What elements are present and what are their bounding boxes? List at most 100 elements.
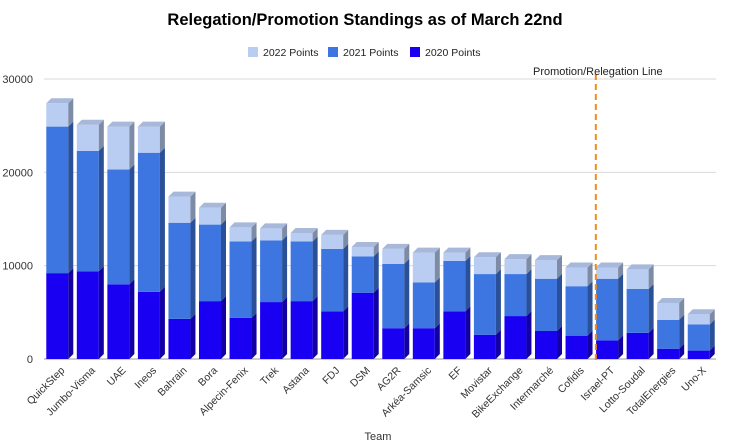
bar-side bbox=[129, 279, 135, 359]
bar-segment bbox=[137, 126, 160, 153]
bar-side bbox=[526, 254, 532, 275]
bar-segment bbox=[260, 240, 283, 303]
x-tick-label: Astana bbox=[280, 365, 312, 397]
bar-segment bbox=[199, 224, 221, 302]
bar-top bbox=[687, 309, 715, 315]
bar-segment bbox=[596, 278, 619, 341]
bar-side bbox=[221, 219, 226, 302]
bar-side bbox=[373, 287, 379, 359]
bar-segment bbox=[443, 252, 466, 261]
bar-side bbox=[282, 235, 288, 303]
bar-segment bbox=[107, 284, 130, 359]
bar-segment bbox=[504, 316, 527, 359]
x-tick-label: Ineos bbox=[132, 365, 159, 392]
bar-segment bbox=[504, 259, 527, 275]
bar-segment bbox=[260, 228, 283, 241]
bar-side bbox=[557, 255, 562, 279]
bar-top bbox=[626, 264, 654, 270]
x-tick-label: AG2R bbox=[375, 364, 404, 393]
x-tick-label: Trek bbox=[258, 364, 282, 388]
bar-side bbox=[709, 319, 715, 351]
annotation-label: Promotion/Relegation Line bbox=[533, 66, 663, 78]
bar-top bbox=[657, 298, 685, 303]
y-tick-label: 20000 bbox=[2, 167, 33, 179]
bar-side bbox=[282, 297, 288, 359]
bar-top bbox=[137, 121, 165, 127]
bar-segment bbox=[168, 318, 191, 359]
x-tick-label: Bora bbox=[196, 365, 220, 389]
bar-side bbox=[526, 311, 532, 359]
legend-label: 2022 Points bbox=[263, 47, 318, 59]
bar-segment bbox=[199, 207, 221, 225]
bar-side bbox=[526, 269, 532, 317]
bar-side bbox=[465, 247, 471, 261]
bar-segment bbox=[46, 126, 69, 274]
bar-top bbox=[46, 98, 74, 104]
bar-side bbox=[465, 306, 471, 359]
bar-top bbox=[443, 247, 471, 253]
bar-segment bbox=[229, 227, 252, 242]
bar-side bbox=[404, 258, 410, 329]
bar-top bbox=[351, 242, 379, 247]
bar-segment bbox=[290, 233, 313, 242]
bar-segment bbox=[382, 328, 405, 359]
bar-segment bbox=[46, 103, 69, 127]
bar-side bbox=[495, 252, 501, 275]
bar-segment bbox=[657, 303, 680, 320]
bar-segment bbox=[351, 247, 374, 257]
bar-segment bbox=[626, 269, 649, 289]
bar-side bbox=[434, 323, 440, 359]
bar-side bbox=[404, 323, 410, 359]
x-tick-label: Bahrain bbox=[155, 365, 189, 399]
bar-side bbox=[557, 273, 562, 331]
bar-segment bbox=[626, 332, 649, 359]
bar-top bbox=[168, 191, 196, 197]
bar-segment bbox=[657, 348, 680, 359]
bar-top bbox=[76, 119, 104, 125]
bar-side bbox=[557, 326, 562, 359]
bar-side bbox=[648, 284, 654, 333]
bar-side bbox=[679, 343, 685, 359]
bar-top bbox=[473, 252, 501, 258]
bar-segment bbox=[535, 260, 557, 279]
bar-side bbox=[648, 327, 654, 359]
y-tick-label: 0 bbox=[27, 354, 33, 366]
bar-side bbox=[679, 298, 685, 320]
bar-side bbox=[343, 306, 349, 359]
legend-swatch bbox=[248, 47, 258, 57]
y-tick-label: 30000 bbox=[2, 74, 33, 86]
bar-side bbox=[709, 345, 715, 359]
bar-side bbox=[68, 121, 74, 274]
bar-segment bbox=[443, 311, 466, 359]
bar-segment bbox=[351, 292, 374, 359]
bar-segment bbox=[168, 222, 191, 319]
bar-segment bbox=[137, 291, 160, 359]
bar-segment bbox=[504, 274, 527, 317]
bar-side bbox=[159, 121, 165, 153]
bar-side bbox=[495, 329, 501, 359]
bar-side bbox=[587, 262, 593, 287]
legend-swatch bbox=[410, 47, 420, 57]
bar-segment bbox=[168, 196, 191, 223]
bar-side bbox=[68, 98, 74, 127]
bar-side bbox=[618, 262, 624, 279]
bar-side bbox=[587, 281, 593, 336]
bar-segment bbox=[687, 350, 710, 359]
bar-side bbox=[190, 313, 196, 359]
bar-segment bbox=[107, 169, 130, 285]
bar-side bbox=[587, 330, 593, 359]
bar-segment bbox=[107, 126, 130, 170]
bar-side bbox=[129, 164, 135, 285]
bar-side bbox=[709, 309, 715, 325]
bar-side bbox=[282, 223, 288, 241]
bar-segment bbox=[473, 257, 496, 275]
bar-side bbox=[98, 119, 104, 151]
bar-segment bbox=[596, 267, 619, 279]
x-tick-label: FDJ bbox=[320, 365, 342, 387]
bar-segment bbox=[321, 311, 344, 359]
bar-segment bbox=[657, 319, 680, 349]
bar-side bbox=[465, 256, 471, 312]
bar-segment bbox=[229, 317, 252, 359]
